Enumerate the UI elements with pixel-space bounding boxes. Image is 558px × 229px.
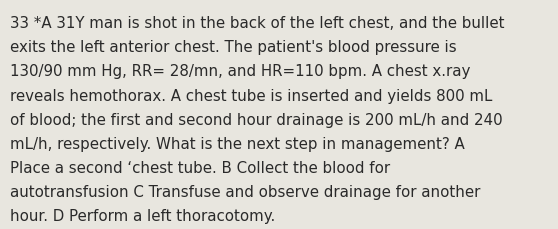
Text: reveals hemothorax. A chest tube is inserted and yields 800 mL: reveals hemothorax. A chest tube is inse… <box>10 88 492 103</box>
Text: mL/h, respectively. What is the next step in management? A: mL/h, respectively. What is the next ste… <box>10 136 465 151</box>
Text: hour. D Perform a left thoracotomy.: hour. D Perform a left thoracotomy. <box>10 208 275 223</box>
Text: autotransfusion C Transfuse and observe drainage for another: autotransfusion C Transfuse and observe … <box>10 184 480 199</box>
Text: exits the left anterior chest. The patient's blood pressure is: exits the left anterior chest. The patie… <box>10 40 456 55</box>
Text: 130/90 mm Hg, RR= 28/mn, and HR=110 bpm. A chest x.ray: 130/90 mm Hg, RR= 28/mn, and HR=110 bpm.… <box>10 64 470 79</box>
Text: of blood; the first and second hour drainage is 200 mL/h and 240: of blood; the first and second hour drai… <box>10 112 503 127</box>
Text: Place a second ‘chest tube. B Collect the blood for: Place a second ‘chest tube. B Collect th… <box>10 160 390 175</box>
Text: 33 *A 31Y man is shot in the back of the left chest, and the bullet: 33 *A 31Y man is shot in the back of the… <box>10 16 504 31</box>
